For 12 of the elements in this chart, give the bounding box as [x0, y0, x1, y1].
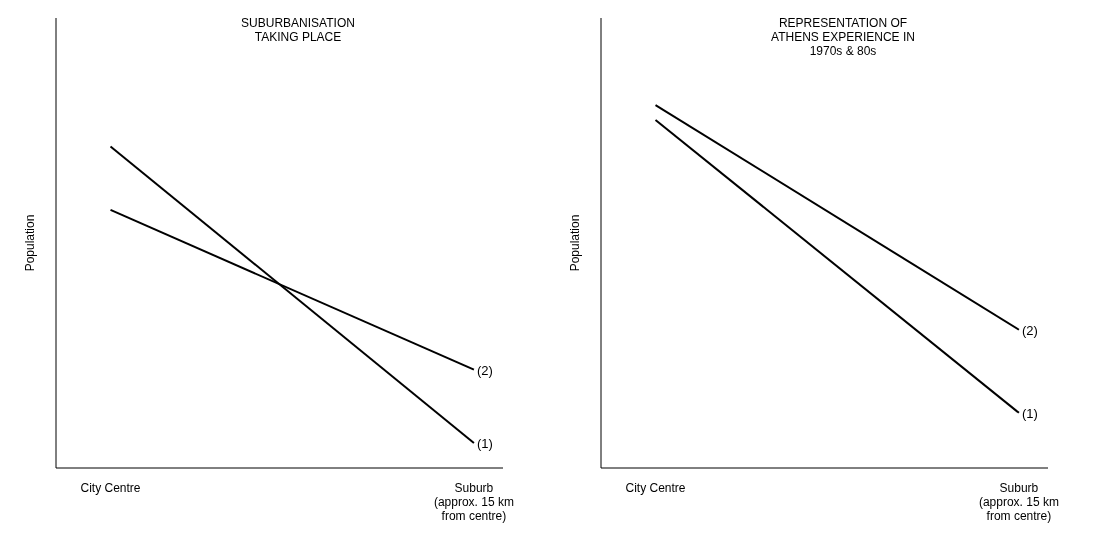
x-tick-label: City Centre [80, 481, 141, 495]
series-label: (1) [1021, 405, 1038, 421]
chart-title: REPRESENTATION OF ATHENS EXPERIENCE IN 1970s & 80s [770, 16, 916, 58]
y-axis-title: Population [568, 214, 583, 272]
series-label: (2) [1021, 322, 1038, 338]
series-label: (2) [476, 362, 493, 378]
x-tick-label: Suburb (approx. 15 km from centre) [978, 481, 1059, 523]
x-tick-label: Suburb (approx. 15 km from centre) [433, 481, 514, 523]
y-axis-title: Population [23, 214, 38, 272]
series-label: (1) [476, 435, 493, 451]
chart-title: SUBURBANISATION TAKING PLACE [240, 16, 356, 44]
x-tick-label: City Centre [625, 481, 686, 495]
